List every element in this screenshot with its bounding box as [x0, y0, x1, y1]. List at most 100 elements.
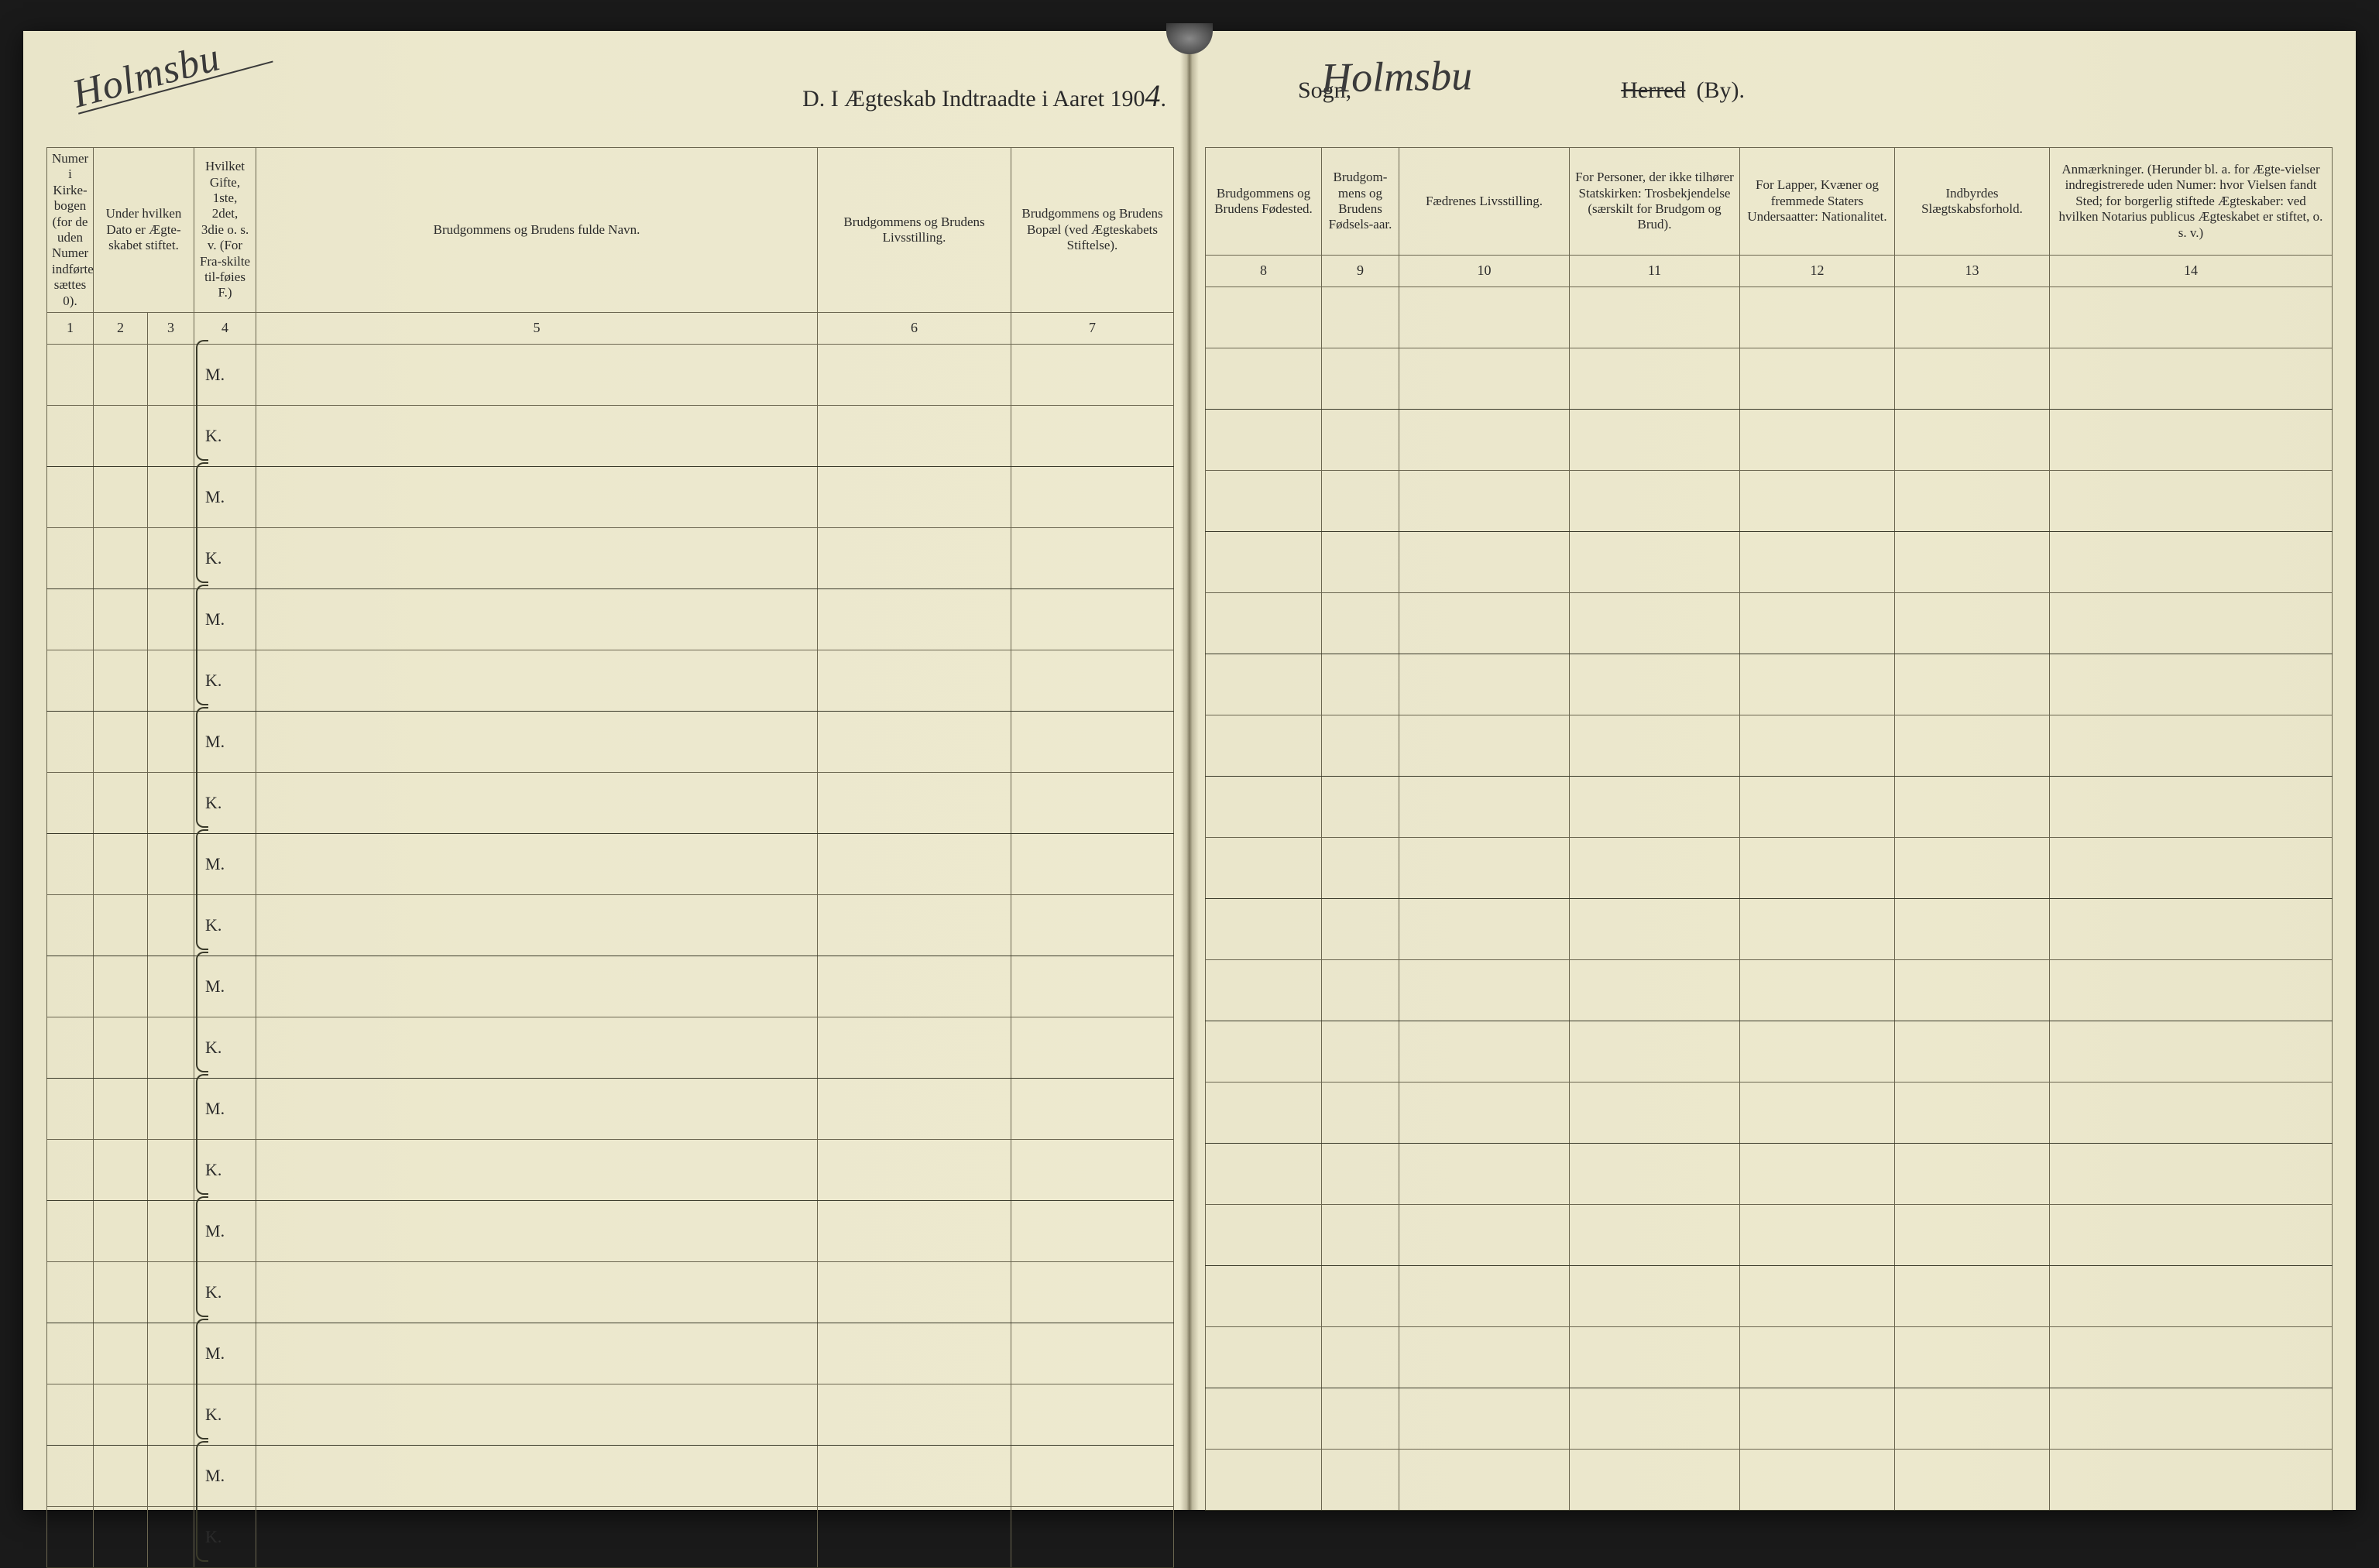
table-row	[1206, 899, 2333, 960]
cell	[1399, 777, 1570, 838]
col-header-14: Anmærkninger. (Herunder bl. a. for Ægte-…	[2050, 148, 2333, 256]
cell	[818, 588, 1011, 650]
cell	[1322, 1266, 1399, 1327]
cell	[2050, 715, 2333, 777]
colnum: 14	[2050, 256, 2333, 287]
cell	[1011, 1139, 1174, 1200]
cell	[256, 833, 818, 894]
cell	[1322, 471, 1399, 532]
cell	[1740, 777, 1895, 838]
cell	[1206, 1388, 1322, 1450]
cell	[94, 1445, 148, 1506]
cell	[1206, 410, 1322, 471]
cell	[1322, 1327, 1399, 1388]
cell	[818, 1078, 1011, 1139]
cell	[2050, 960, 2333, 1021]
cell: M.	[194, 344, 256, 405]
cell	[1895, 777, 2050, 838]
col-header-8: Brudgommens og Brudens Fødested.	[1206, 148, 1322, 256]
cell: M.	[194, 588, 256, 650]
table-row	[1206, 654, 2333, 715]
table-row: M.	[47, 711, 1174, 772]
colnum: 10	[1399, 256, 1570, 287]
colnum: 13	[1895, 256, 2050, 287]
cell	[2050, 1205, 2333, 1266]
cell: K.	[194, 894, 256, 956]
cell	[1895, 287, 2050, 348]
cell	[148, 956, 194, 1017]
cell	[1206, 593, 1322, 654]
cell	[1322, 532, 1399, 593]
left-page: Holmsbu D. I Ægteskab Indtraadte i Aaret…	[23, 31, 1190, 1510]
table-row: K.	[47, 650, 1174, 711]
cell	[1206, 287, 1322, 348]
cell	[1206, 960, 1322, 1021]
cell	[1322, 838, 1399, 899]
cell	[1570, 1083, 1740, 1144]
cell	[47, 650, 94, 711]
cell	[148, 1445, 194, 1506]
cell	[1206, 471, 1322, 532]
scan-frame: Holmsbu D. I Ægteskab Indtraadte i Aaret…	[0, 0, 2379, 1533]
cell	[1399, 410, 1570, 471]
cell	[47, 1384, 94, 1445]
cell	[1399, 1083, 1570, 1144]
cell	[1740, 532, 1895, 593]
cell	[256, 1200, 818, 1261]
cell	[1399, 838, 1570, 899]
colnum: 8	[1206, 256, 1322, 287]
table-row: K.	[47, 1261, 1174, 1323]
cell	[256, 894, 818, 956]
colnum: 2	[94, 312, 148, 344]
cell	[1895, 593, 2050, 654]
cell	[1399, 532, 1570, 593]
cell	[1570, 1450, 1740, 1511]
cell	[94, 894, 148, 956]
cell	[148, 466, 194, 527]
cell	[256, 1323, 818, 1384]
right-page: Sogn, Holmsbu Herred (By). Brudgommens o…	[1190, 31, 2356, 1510]
cell	[1570, 1327, 1740, 1388]
cell	[2050, 410, 2333, 471]
cell	[2050, 1450, 2333, 1511]
cell: K.	[194, 1017, 256, 1078]
cell	[1206, 654, 1322, 715]
cell	[1322, 715, 1399, 777]
cell	[94, 1323, 148, 1384]
table-row: M.	[47, 344, 1174, 405]
cell	[1740, 1205, 1895, 1266]
cell: M.	[194, 1445, 256, 1506]
cell	[818, 833, 1011, 894]
cell: K.	[194, 772, 256, 833]
k-label: K.	[205, 1038, 221, 1057]
cell	[1570, 715, 1740, 777]
cell	[1570, 1021, 1740, 1083]
table-row: M.	[47, 588, 1174, 650]
cell	[94, 405, 148, 466]
title-left: D. I Ægteskab Indtraadte i Aaret 190 4 .	[46, 54, 1174, 147]
table-row: M.	[47, 1078, 1174, 1139]
cell	[256, 1078, 818, 1139]
cell	[47, 1323, 94, 1384]
cell	[1322, 899, 1399, 960]
cell	[148, 894, 194, 956]
table-row	[1206, 1021, 2333, 1083]
cell	[148, 405, 194, 466]
cell	[1399, 348, 1570, 410]
cell	[1740, 1144, 1895, 1205]
cell	[1399, 715, 1570, 777]
k-label: K.	[205, 671, 221, 690]
cell	[1570, 348, 1740, 410]
cell	[1206, 532, 1322, 593]
cell	[1322, 1144, 1399, 1205]
cell	[256, 344, 818, 405]
cell	[1206, 348, 1322, 410]
table-row: K.	[47, 1017, 1174, 1078]
cell	[1011, 1506, 1174, 1567]
cell	[148, 1384, 194, 1445]
cell	[1895, 654, 2050, 715]
cell	[256, 711, 818, 772]
cell	[1399, 471, 1570, 532]
cell	[148, 711, 194, 772]
table-row: M.	[47, 466, 1174, 527]
